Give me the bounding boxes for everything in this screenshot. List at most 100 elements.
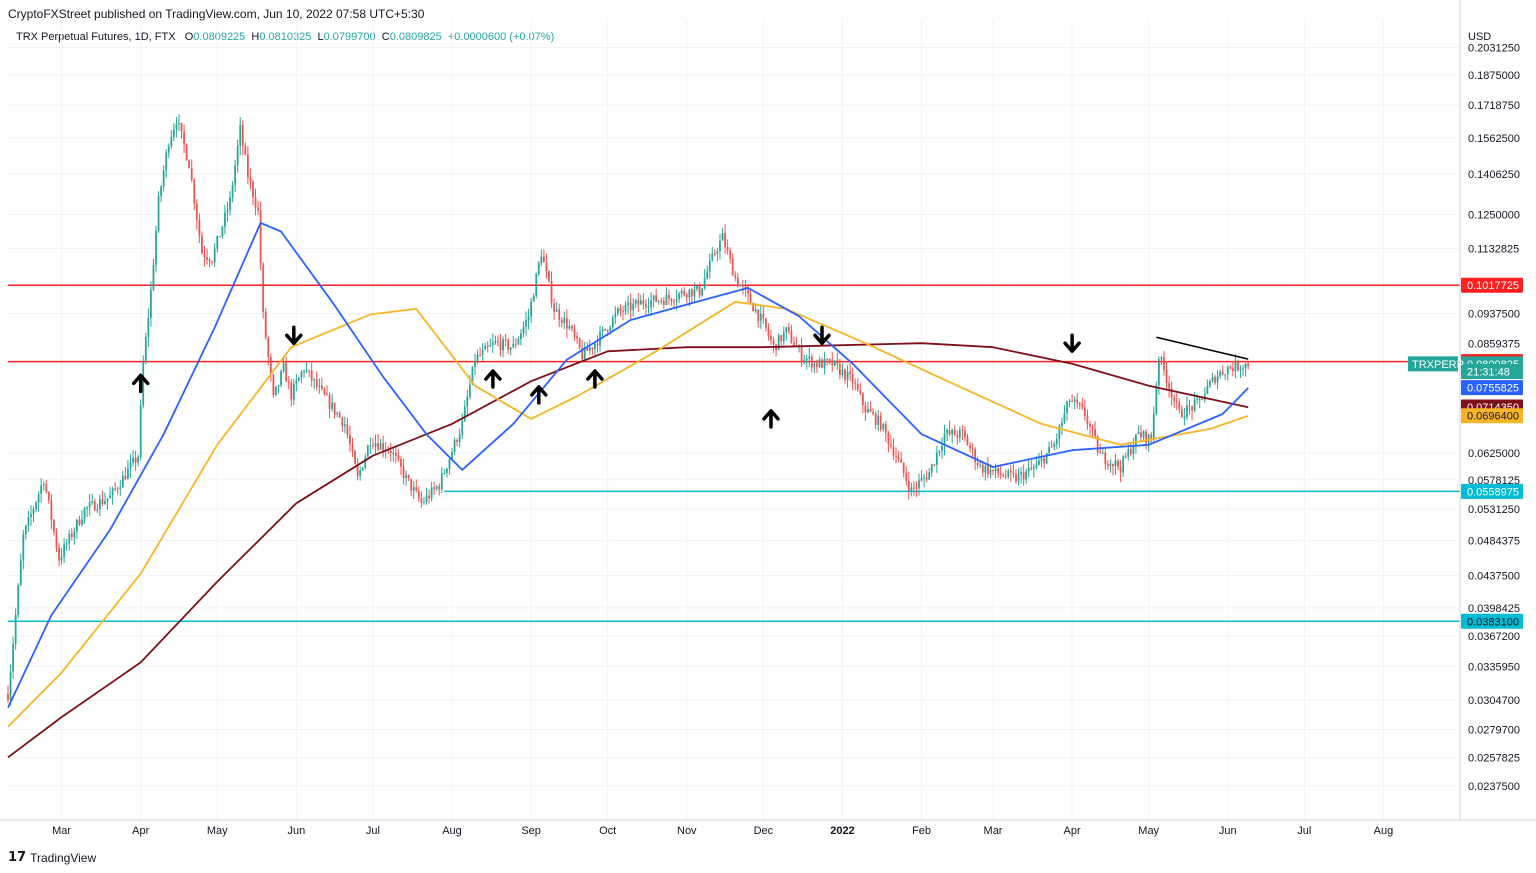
candle-body: [150, 289, 152, 318]
candle-body: [680, 290, 683, 294]
candle-body: [269, 356, 272, 375]
candle-body: [160, 186, 163, 196]
candle-body: [1165, 369, 1168, 384]
candle-body: [198, 219, 201, 236]
candle-body: [685, 294, 688, 298]
price-badges: 0.10177250.08151250.080982521:31:480.075…: [1408, 277, 1523, 629]
candle-body: [1231, 368, 1234, 372]
candle-body: [780, 335, 783, 342]
candle-body: [859, 389, 862, 394]
tradingview-footer[interactable]: 17 TradingView: [8, 850, 96, 865]
horizontal-levels: [8, 284, 1460, 623]
arrow-down-icon: [813, 325, 831, 346]
candle-body: [211, 261, 214, 263]
candle-body: [221, 226, 224, 237]
candle-body: [285, 362, 288, 382]
candle-body: [405, 474, 407, 478]
candle-body: [37, 494, 40, 503]
candle-body: [946, 429, 948, 434]
x-tick-label: Jun: [1219, 825, 1237, 837]
candle-body: [152, 264, 155, 290]
candle-body: [369, 445, 372, 447]
candle-body: [571, 326, 573, 329]
candle-body: [892, 446, 895, 456]
candle-body: [282, 362, 285, 372]
price-badge: [1461, 408, 1523, 424]
candle-body: [1188, 405, 1191, 407]
candle-body: [558, 309, 561, 320]
candle-body: [532, 296, 535, 302]
candle-body: [1178, 401, 1181, 410]
candle-body: [935, 452, 938, 465]
candle-body: [78, 519, 81, 525]
candle-body: [1180, 409, 1183, 418]
candle-body: [1163, 357, 1165, 370]
candle-body: [1147, 434, 1150, 444]
candle-body: [88, 502, 91, 508]
candle-body: [535, 273, 538, 297]
candle-body: [770, 335, 772, 341]
candle-body: [1020, 472, 1022, 475]
candle-body: [471, 366, 474, 385]
candle-body: [1061, 422, 1063, 426]
candle-body: [35, 502, 37, 510]
candle-body: [772, 340, 775, 345]
candle-body: [114, 488, 117, 490]
candle-body: [356, 464, 359, 476]
candle-body: [142, 362, 145, 406]
candle-body: [884, 423, 887, 433]
y-tick-label: 0.0437500: [1468, 571, 1520, 583]
candle-body: [693, 289, 696, 297]
annotations: [131, 325, 1249, 429]
candle-body: [86, 507, 89, 509]
candle-body: [203, 253, 206, 258]
candle-body: [231, 185, 234, 198]
candle-body: [1017, 474, 1020, 482]
candle-body: [121, 475, 124, 488]
candle-body: [652, 295, 655, 301]
candle-body: [713, 253, 716, 255]
x-tick-label: May: [207, 825, 228, 837]
candle-body: [47, 491, 50, 501]
candle-body: [1089, 423, 1091, 427]
candle-body: [320, 385, 323, 389]
candle-body: [456, 440, 459, 443]
candle-body: [826, 358, 829, 360]
candle-body: [1132, 446, 1135, 454]
candle-body: [622, 310, 624, 312]
candle-body: [1009, 470, 1012, 473]
candle-body: [1055, 438, 1058, 445]
price-badge: [1461, 483, 1523, 499]
candle-body: [328, 394, 331, 409]
candle-body: [1157, 359, 1160, 386]
candle-body: [425, 495, 428, 502]
candle-body: [310, 370, 313, 381]
candle-body: [1242, 368, 1244, 370]
candle-body: [410, 478, 413, 491]
candle-body: [619, 308, 622, 311]
candle-body: [861, 393, 864, 406]
candle-body: [512, 343, 515, 348]
candle-body: [55, 531, 58, 548]
y-tick-label: 0.0578125: [1468, 475, 1520, 487]
candle-body: [981, 464, 984, 473]
candle-body: [12, 643, 14, 672]
candle-body: [616, 308, 619, 314]
candle-body: [1145, 431, 1148, 444]
candle-body: [68, 533, 71, 544]
candle-body: [453, 440, 456, 453]
candle-body: [1117, 460, 1119, 467]
candle-body: [514, 343, 517, 345]
candle-body: [1071, 400, 1074, 402]
candle-body: [1140, 432, 1142, 438]
candle-body: [308, 370, 311, 372]
candle-body: [800, 346, 803, 362]
candle-body: [275, 386, 277, 396]
open-value: 0.0809225: [193, 31, 246, 43]
candle-body: [280, 371, 282, 386]
candle-body: [155, 231, 157, 265]
y-tick-label: 0.0484375: [1468, 536, 1520, 548]
candle-body: [1203, 393, 1206, 400]
